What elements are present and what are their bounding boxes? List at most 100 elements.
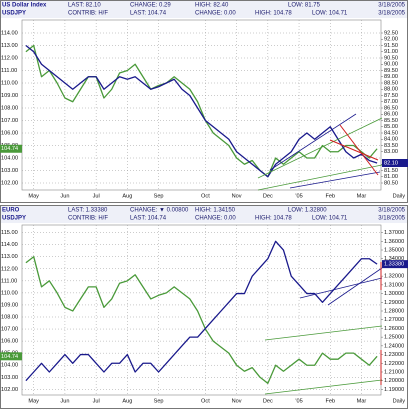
trend-line <box>264 379 383 395</box>
header-text: USDJPY <box>2 11 26 17</box>
header-date: 3/18/2005 <box>378 208 405 214</box>
x-tick-label: Aug <box>122 193 132 199</box>
y-tick-label: 107.00 <box>1 327 18 333</box>
y-tick-label: 114.00 <box>1 30 18 36</box>
x-tick-label: '05 <box>295 398 302 404</box>
y-tick-label: 110.00 <box>1 290 18 296</box>
y2-tick-label: 87.50 <box>384 93 398 99</box>
price-line <box>25 240 378 382</box>
y2-tick-label: 1.35000 <box>384 247 404 253</box>
y-tick-label: 112.00 <box>1 55 18 61</box>
y-tick-label: 103.00 <box>1 375 18 381</box>
x-tick-label: Mar <box>357 193 367 199</box>
y2-tick-label: 91.50 <box>384 43 398 49</box>
y-tick-label: 108.00 <box>1 105 18 111</box>
y2-tick-label: 84.50 <box>384 130 398 136</box>
y2-tick-label: 1.27000 <box>384 317 404 323</box>
y-tick-label: 104.00 <box>1 155 18 161</box>
y2-tick-label: 1.32000 <box>384 274 404 280</box>
y2-tick-label: 90.50 <box>384 55 398 61</box>
header-text: LOW: 1.32800 <box>288 208 327 214</box>
x-tick-label: Feb <box>325 193 335 199</box>
price-line <box>25 44 378 178</box>
trend-line <box>257 164 383 191</box>
y2-tick-label: 1.24000 <box>384 343 404 349</box>
y-tick-label: 111.00 <box>1 68 17 74</box>
y2-tick-label: 83.50 <box>384 143 398 149</box>
y-tick-label: 103.00 <box>1 168 18 174</box>
header-text: LAST: 1.33380 <box>68 208 108 214</box>
last-badge <box>0 144 22 153</box>
y2-tick-label: 88.50 <box>384 80 398 86</box>
y2-tick-label: 1.21000 <box>384 369 404 375</box>
header-date: 3/18/2005 <box>378 3 405 9</box>
price-line <box>25 44 378 178</box>
header-text: CONTRIB: H/F <box>68 11 108 17</box>
trend-line <box>257 117 383 179</box>
header-text: LAST: 104.74 <box>130 11 167 17</box>
y-tick-label: 104.00 <box>1 363 18 369</box>
x-tick-label: Dec <box>263 398 273 404</box>
x-tick-label: Sep <box>154 193 164 199</box>
header-text: US Dollar Index <box>2 3 47 9</box>
y2-tick-label: 87.00 <box>384 99 398 105</box>
header-band <box>1 206 407 223</box>
y2-tick-label: 86.00 <box>384 112 398 118</box>
x-tick-label: May <box>28 193 39 199</box>
header-text: CONTRIB: H/F <box>68 216 108 222</box>
plot-area <box>21 19 382 191</box>
y-tick-label: 112.00 <box>1 266 18 272</box>
plot-area <box>21 224 382 396</box>
trend-arrow <box>329 139 379 161</box>
y2-tick-label: 92.50 <box>384 30 398 36</box>
y2-tick-label: 1.26000 <box>384 326 404 332</box>
y-tick-label: 102.00 <box>1 387 18 393</box>
x-tick-label: Mar <box>357 398 367 404</box>
y2-tick-label: 89.50 <box>384 68 398 74</box>
x-tick-label: Jul <box>93 193 100 199</box>
y-tick-label: 113.00 <box>1 254 18 260</box>
header-text: CHANGE: 0.00 <box>195 11 236 17</box>
x-tick-label: Nov <box>232 193 242 199</box>
y-tick-label: 106.00 <box>1 339 18 345</box>
y-tick-label: 106.00 <box>1 130 18 136</box>
header-text: LOW: 104.71 <box>312 11 348 17</box>
y2-tick-label: 1.31000 <box>384 282 404 288</box>
header-text: LAST: 82.10 <box>68 3 101 9</box>
header-text: LAST: 104.74 <box>130 216 167 222</box>
x-tick-label: Sep <box>154 398 164 404</box>
y-tick-label: 108.00 <box>1 314 18 320</box>
trend-arrow <box>339 124 379 176</box>
x-tick-label: Jun <box>60 193 69 199</box>
header-text: HIGH: 104.78 <box>255 216 292 222</box>
y-tick-label: 113.00 <box>1 43 18 49</box>
x-tick-label: May <box>28 398 39 404</box>
trend-line <box>299 277 383 299</box>
periodicity-label: Daily <box>393 398 406 404</box>
header-text: HIGH: 1.34150 <box>195 208 236 214</box>
y2-tick-label: 85.50 <box>384 118 398 124</box>
y2-tick-label: 91.00 <box>384 49 398 55</box>
header-text: HIGH: 104.78 <box>255 11 292 17</box>
x-tick-label: Jul <box>93 398 100 404</box>
header-text: LOW: 81.75 <box>288 3 321 9</box>
trend-line <box>289 171 381 189</box>
header-text: HIGH: 82.40 <box>195 3 229 9</box>
header-date: 3/18/2005 <box>378 216 405 222</box>
x-tick-label: '05 <box>295 193 302 199</box>
y2-tick-label: 1.30000 <box>384 291 404 297</box>
y2-tick-label: 80.50 <box>384 180 398 186</box>
y2-tick-label: 1.37000 <box>384 230 404 236</box>
y2-tick-label: 1.22000 <box>384 361 404 367</box>
y-tick-label: 111.00 <box>1 278 17 284</box>
y-tick-label: 109.00 <box>1 302 18 308</box>
y2-tick-label: 90.00 <box>384 62 398 68</box>
panel: US Dollar Index LAST: 82.10 CHANGE: 0.29 HI… <box>0 0 408 203</box>
x-tick-label: Oct <box>201 193 210 199</box>
y-tick-label: 110.00 <box>1 80 18 86</box>
header-text: LOW: 104.71 <box>312 216 348 222</box>
trend-line <box>269 113 357 171</box>
header-text: CHANGE: 0.00 <box>195 216 236 222</box>
last-badge <box>382 260 408 269</box>
y-tick-label: 114.00 <box>1 242 18 248</box>
